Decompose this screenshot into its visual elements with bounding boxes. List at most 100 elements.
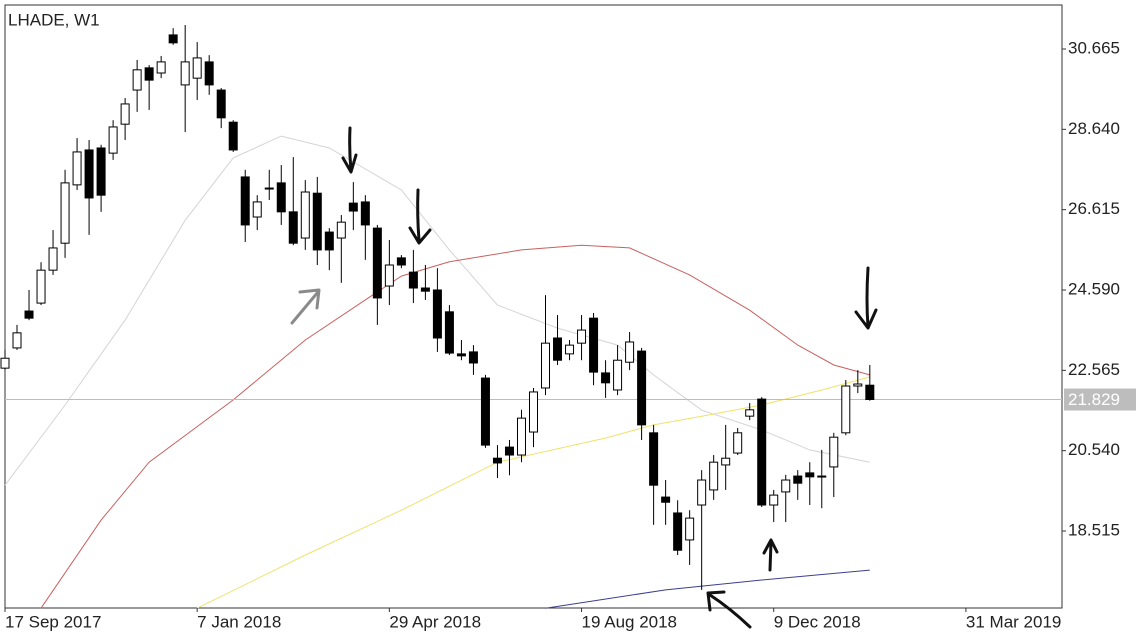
candle-body [805,472,815,478]
candle-body [240,176,250,226]
candle-body [673,512,683,551]
candle-body [432,289,442,339]
candle-body [565,344,575,355]
candle-body [96,147,106,196]
candle-body [553,337,563,361]
candle-body [60,182,70,244]
current-price-box [1064,388,1136,411]
indicator-line [545,569,870,609]
candle-body [577,329,587,344]
indicator-line [196,376,870,609]
indicator-line [4,135,870,486]
candle-body [384,264,394,287]
y-tick-label: 28.640 [1068,119,1120,138]
current-price-label: 21.829 [1068,390,1120,409]
y-tick-label: 18.515 [1068,520,1120,539]
candle-body [192,57,202,79]
candle-body [709,461,719,491]
candle-body [613,359,623,391]
candle-body [829,436,839,468]
candle-body [841,385,851,434]
candle-body [336,221,346,239]
candle-body [312,192,322,251]
candle-body [48,247,58,271]
x-tick-label: 29 Apr 2018 [389,612,481,631]
candle-body [372,227,382,299]
candle-body [444,311,454,354]
x-tick-label: 17 Sep 2017 [5,612,101,631]
candle-body [84,149,94,199]
candle-body [661,496,671,503]
candle-body [456,353,466,357]
candle-body [516,417,526,456]
arrow [341,126,358,174]
x-tick-label: 9 Dec 2018 [774,612,861,631]
x-tick-label: 19 Aug 2018 [582,612,677,631]
candle-body [204,61,214,86]
candle-body [168,34,178,44]
candle-body [276,182,286,213]
candle-body [252,201,262,218]
candle-body [781,479,791,493]
candle-body [180,61,190,86]
y-tick-label: 30.665 [1068,38,1120,57]
annotation-arrows [290,126,878,629]
arrow [854,266,878,330]
candle-body [865,384,875,400]
candle-body [72,151,82,186]
candle-body [649,432,659,486]
candle-body [420,287,430,292]
candle-body [733,432,743,454]
candle-body [492,457,502,464]
candle-body [288,211,298,244]
arrow [408,188,432,245]
x-tick-label: 7 Jan 2018 [197,612,281,631]
plot-frame [4,4,1063,609]
y-tick-label: 20.540 [1068,440,1120,459]
candle-body [12,332,22,349]
y-tick-label: 24.590 [1068,279,1120,298]
candle-body [120,103,130,125]
candle-body [793,475,803,484]
candle-body [637,350,647,426]
candle-body [132,69,142,91]
candle-body [324,231,334,251]
candle-body [589,317,599,373]
candle-body [216,89,226,119]
candle-body [480,377,490,446]
candle-body [396,257,406,266]
candle-body [0,357,10,369]
candle-body [360,201,370,226]
candle-body [853,383,863,387]
candle-body [108,126,118,154]
candle-body [504,446,514,456]
candle-body [529,391,538,433]
candle-body [601,372,611,384]
candle-body [228,121,238,151]
arrow [706,590,752,629]
candle-body [625,341,635,363]
candle-body [36,269,46,304]
candle-body [300,191,310,239]
candle-body [745,409,755,417]
candle-body [685,517,695,541]
y-tick-label: 22.565 [1068,360,1120,379]
x-tick-label: 31 Mar 2019 [966,612,1061,631]
indicator-line [40,244,870,609]
candle-body [264,187,274,190]
arrow [290,288,321,325]
chart-title: LHADE, W1 [8,10,100,29]
plot-area [0,24,1062,609]
candle-body [156,61,166,74]
candle-body [144,67,154,81]
candle-body [817,475,827,478]
candle-body [24,310,34,319]
candle-body [541,342,551,389]
candle-body [408,271,418,289]
candle-body [697,479,707,506]
y-tick-label: 26.615 [1068,199,1120,218]
candle-body [757,398,767,506]
candle-body [468,351,478,364]
